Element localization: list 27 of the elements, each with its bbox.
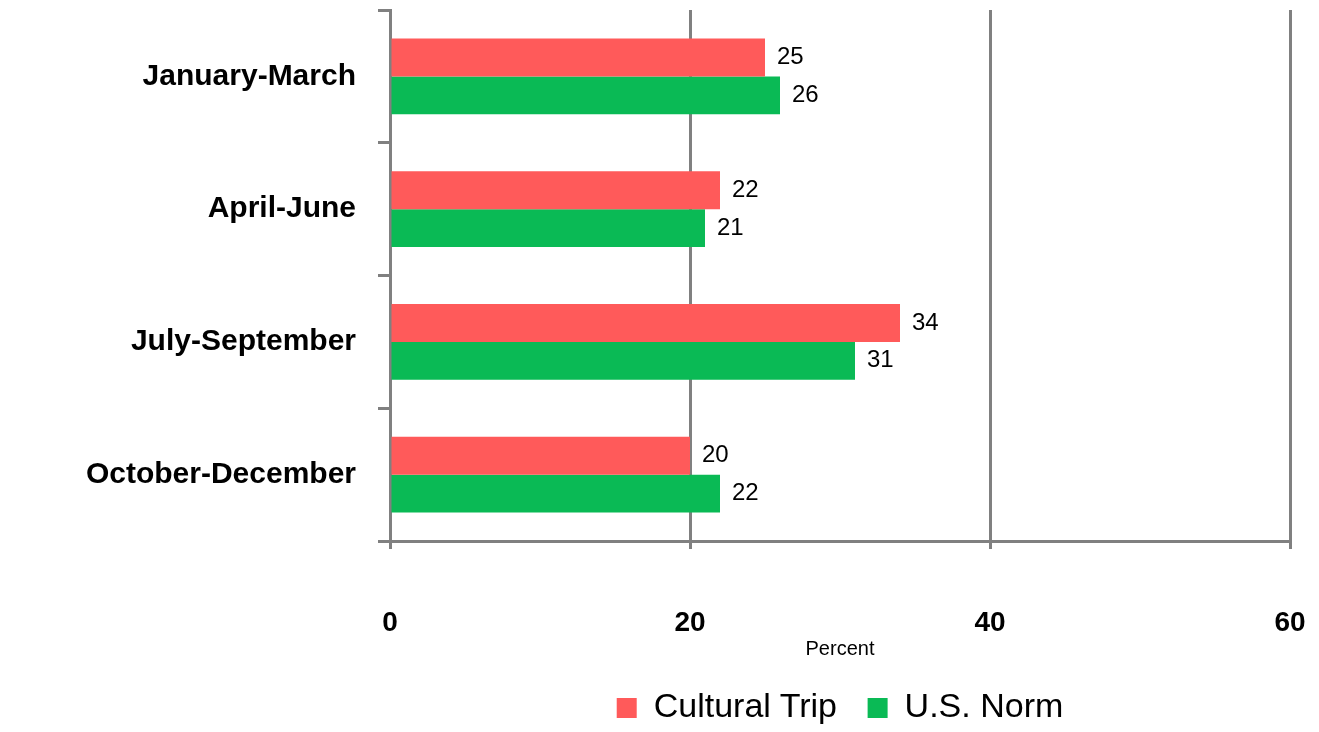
data-label: 31 [867,345,894,373]
bar [391,341,855,380]
y-tick-label: April-June [207,190,356,224]
x-tick-label: 40 [974,605,1006,637]
data-label: 22 [732,478,759,506]
bar [391,38,765,77]
x-axis-title: Percent [805,636,875,659]
legend-label: Cultural Trip [653,686,837,725]
bar [391,436,690,475]
legend-label: U.S. Norm [904,686,1064,725]
data-label: 22 [732,174,759,202]
data-label: 20 [702,440,729,468]
y-tick-label: October-December [85,455,357,489]
bar [391,171,720,210]
bar [391,76,780,115]
bar [391,209,705,247]
data-label: 21 [717,212,744,240]
bar [391,304,900,342]
data-label: 34 [912,307,939,335]
data-label: 26 [792,79,819,107]
data-label: 25 [777,42,804,70]
y-tick-label: January-March [142,57,356,91]
x-tick-label: 0 [382,605,398,637]
x-tick-label: 60 [1274,605,1306,637]
x-tick-label: 20 [674,605,706,637]
y-tick-label: July-September [130,323,357,357]
bar [391,474,720,513]
